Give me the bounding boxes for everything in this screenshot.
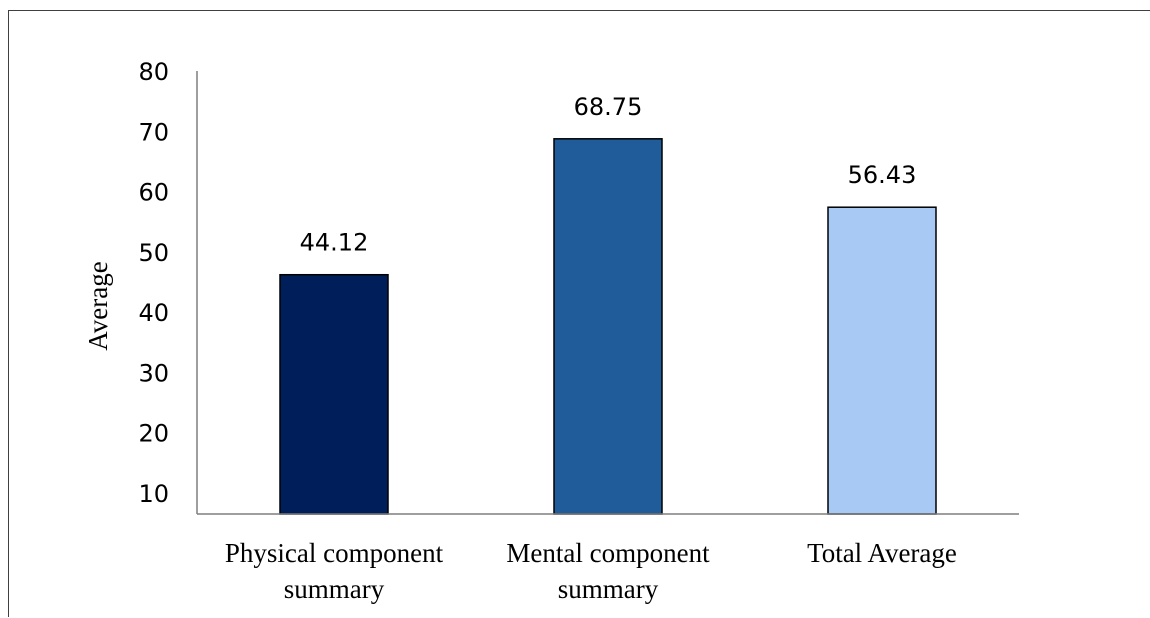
data-labels: 44.12 68.75 56.43 bbox=[300, 93, 917, 257]
y-axis-label: Average bbox=[83, 261, 113, 350]
y-tick-label: 20 bbox=[138, 420, 169, 448]
y-tick-label: 70 bbox=[138, 118, 169, 146]
chart-frame: 10 20 30 40 50 60 70 80 44.12 68.75 56.43 Physica… bbox=[8, 10, 1150, 617]
category-label: summary bbox=[284, 574, 385, 604]
category-label: Total Average bbox=[807, 538, 957, 568]
category-labels: Physical component summary Mental componen… bbox=[225, 538, 957, 604]
bar bbox=[827, 206, 937, 515]
category-label: Physical component bbox=[225, 538, 444, 568]
y-tick-label: 30 bbox=[138, 359, 169, 387]
category-label: Mental component bbox=[506, 538, 710, 568]
bars bbox=[279, 138, 937, 515]
y-tick-label: 50 bbox=[138, 239, 169, 267]
y-tick-label: 40 bbox=[138, 299, 169, 327]
y-tick-label: 60 bbox=[138, 179, 169, 207]
bar bbox=[279, 273, 389, 515]
bar-chart: 10 20 30 40 50 60 70 80 44.12 68.75 56.43 Physica… bbox=[83, 58, 1019, 604]
data-label: 44.12 bbox=[300, 229, 369, 257]
y-tick-label: 10 bbox=[138, 480, 169, 508]
y-axis-ticks: 10 20 30 40 50 60 70 80 bbox=[138, 58, 169, 508]
y-tick-label: 80 bbox=[138, 58, 169, 86]
bar bbox=[553, 138, 663, 515]
data-label: 68.75 bbox=[574, 93, 643, 121]
category-label: summary bbox=[558, 574, 659, 604]
data-label: 56.43 bbox=[848, 161, 917, 189]
